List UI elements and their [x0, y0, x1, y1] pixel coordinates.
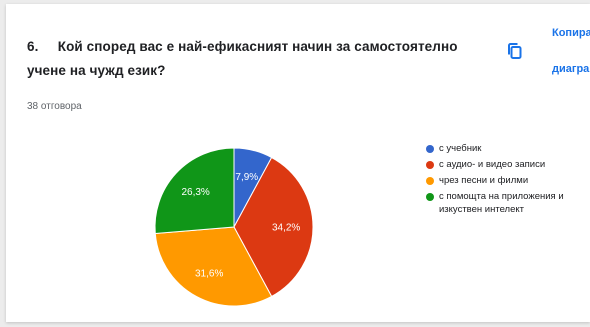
copy-chart-label[interactable]: Копира: [552, 27, 590, 39]
copy-icon: [508, 43, 522, 59]
pie-slice-label-3: 31,6%: [195, 268, 223, 279]
legend-item: с помощта на приложения и изкуствен инте…: [426, 190, 590, 216]
pie-slice-2: [233, 156, 314, 298]
legend-color-dot: [426, 193, 434, 201]
legend-item: чрез песни и филми: [426, 174, 590, 187]
legend-color-dot: [426, 161, 434, 169]
legend-item: с учебник: [426, 142, 590, 155]
legend-label: с учебник: [439, 143, 482, 154]
response-count: 38 отговора: [27, 101, 82, 112]
legend-label: с аудио- и видео записи: [439, 159, 546, 170]
pie-chart: 7,9% 34,2% 31,6% 26,3%: [154, 147, 314, 307]
copy-chart-button[interactable]: [505, 41, 525, 61]
question-card: 6. Кой според вас е най-ефикасният начин…: [6, 4, 590, 322]
question-number: 6.: [27, 39, 39, 54]
pie-slice-3: [154, 226, 273, 307]
chart-legend: с учебник с аудио- и видео записи чрез пес…: [426, 142, 590, 219]
pie-slice-4: [154, 147, 235, 234]
pie-slice-label-2: 34,2%: [272, 223, 300, 234]
copy-chart-label-continued[interactable]: диагра: [552, 63, 590, 75]
legend-label: с помощта на приложения и изкуствен инте…: [439, 191, 564, 215]
legend-label: чрез песни и филми: [439, 175, 529, 186]
legend-color-dot: [426, 177, 434, 185]
pie-slice-label-1: 7,9%: [235, 172, 258, 183]
question-title: 6. Кой според вас е най-ефикасният начин…: [27, 35, 482, 83]
legend-color-dot: [426, 145, 434, 153]
pie-slice-label-4: 26,3%: [181, 187, 209, 198]
question-text: Кой според вас е най-ефикасният начин за…: [27, 39, 458, 78]
legend-item: с аудио- и видео записи: [426, 158, 590, 171]
